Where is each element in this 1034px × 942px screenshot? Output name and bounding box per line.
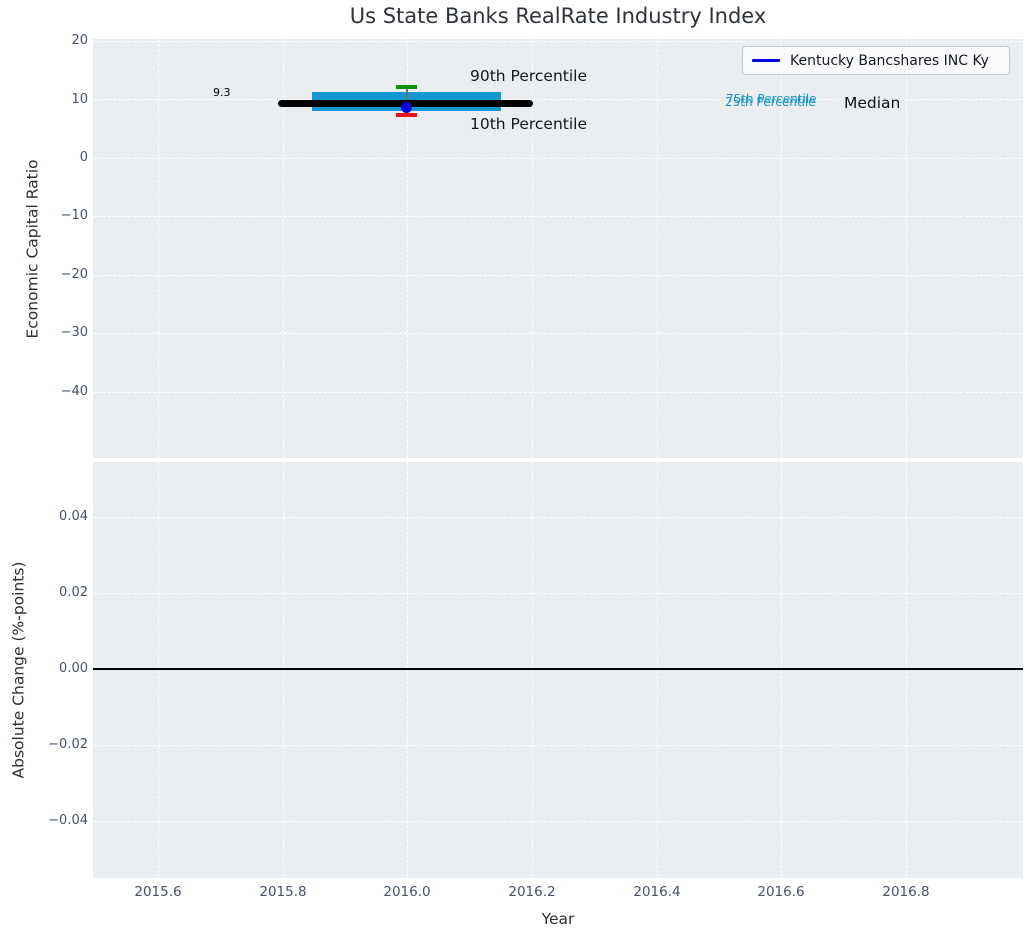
p10-cap-marker [396, 113, 417, 117]
gridline-v [158, 39, 159, 458]
top-plot: 9.3 90th Percentile 10th Percentile 75th… [93, 39, 1023, 458]
x-tick-label: 2016.2 [508, 884, 556, 900]
gridline-v [781, 39, 782, 458]
y-tick-label: −40 [60, 384, 88, 399]
gridline-h [93, 593, 1023, 594]
x-tick-label: 2016.6 [757, 884, 805, 900]
x-tick-label: 2016.0 [383, 884, 431, 900]
median-value-label: 9.3 [213, 86, 231, 99]
gridline-v [532, 39, 533, 458]
y-tick-label: 10 [71, 92, 88, 107]
y-tick-label: −10 [60, 208, 88, 223]
legend-line-sample-icon [752, 59, 780, 62]
gridline-v [283, 39, 284, 458]
gridline-h [93, 99, 1023, 100]
zero-reference-line [93, 668, 1023, 670]
legend-entry-label: Kentucky Bancshares INC Ky [790, 52, 989, 69]
gridline-h [93, 821, 1023, 822]
y-tick-label: 0.04 [59, 509, 88, 524]
y-tick-label: 0 [79, 150, 88, 165]
gridline-v [158, 462, 159, 878]
y-tick-label: −30 [60, 325, 88, 340]
x-axis-title: Year [541, 910, 575, 928]
gridline-v [407, 39, 408, 458]
chart-title: Us State Banks RealRate Industry Index [349, 4, 767, 28]
gridline-h [93, 517, 1023, 518]
gridline-v [532, 462, 533, 878]
p25-label: 25th Percentile [725, 95, 816, 109]
top-y-axis-title-wrap: Economic Capital Ratio [21, 39, 45, 458]
gridline-h [93, 216, 1023, 217]
p10-label: 10th Percentile [470, 115, 588, 133]
gridline-h [93, 158, 1023, 159]
gridline-v [657, 462, 658, 878]
x-tick-label: 2016.4 [633, 884, 681, 900]
gridline-v [906, 462, 907, 878]
x-tick-label: 2015.8 [259, 884, 307, 900]
gridline-v [906, 39, 907, 458]
gridline-h [93, 745, 1023, 746]
y-tick-label: 0.00 [59, 661, 88, 676]
legend: Kentucky Bancshares INC Ky [742, 46, 1010, 75]
y-tick-label: 20 [71, 33, 88, 48]
top-y-axis-title: Economic Capital Ratio [24, 158, 42, 339]
x-tick-label: 2016.8 [882, 884, 930, 900]
company-point-marker [401, 102, 412, 113]
gridline-h [93, 41, 1023, 42]
p90-cap-marker [396, 85, 417, 89]
gridline-h [93, 333, 1023, 334]
median-label: Median [844, 94, 901, 112]
y-tick-label: −20 [60, 267, 88, 282]
gridline-v [657, 39, 658, 458]
p90-label: 90th Percentile [470, 67, 588, 85]
bottom-y-axis-title-wrap: Absolute Change (%-points) [6, 462, 30, 878]
y-tick-label: 0.02 [59, 585, 88, 600]
y-tick-label: −0.04 [48, 813, 88, 828]
gridline-v [407, 462, 408, 878]
bottom-y-axis-title: Absolute Change (%-points) [9, 561, 27, 779]
bottom-plot [93, 462, 1023, 878]
y-tick-label: −0.02 [48, 737, 88, 752]
gridline-h [93, 275, 1023, 276]
gridline-h [93, 392, 1023, 393]
x-tick-label: 2015.6 [134, 884, 182, 900]
gridline-v [283, 462, 284, 878]
gridline-v [781, 462, 782, 878]
p75-label: 75th Percentile [726, 92, 817, 106]
